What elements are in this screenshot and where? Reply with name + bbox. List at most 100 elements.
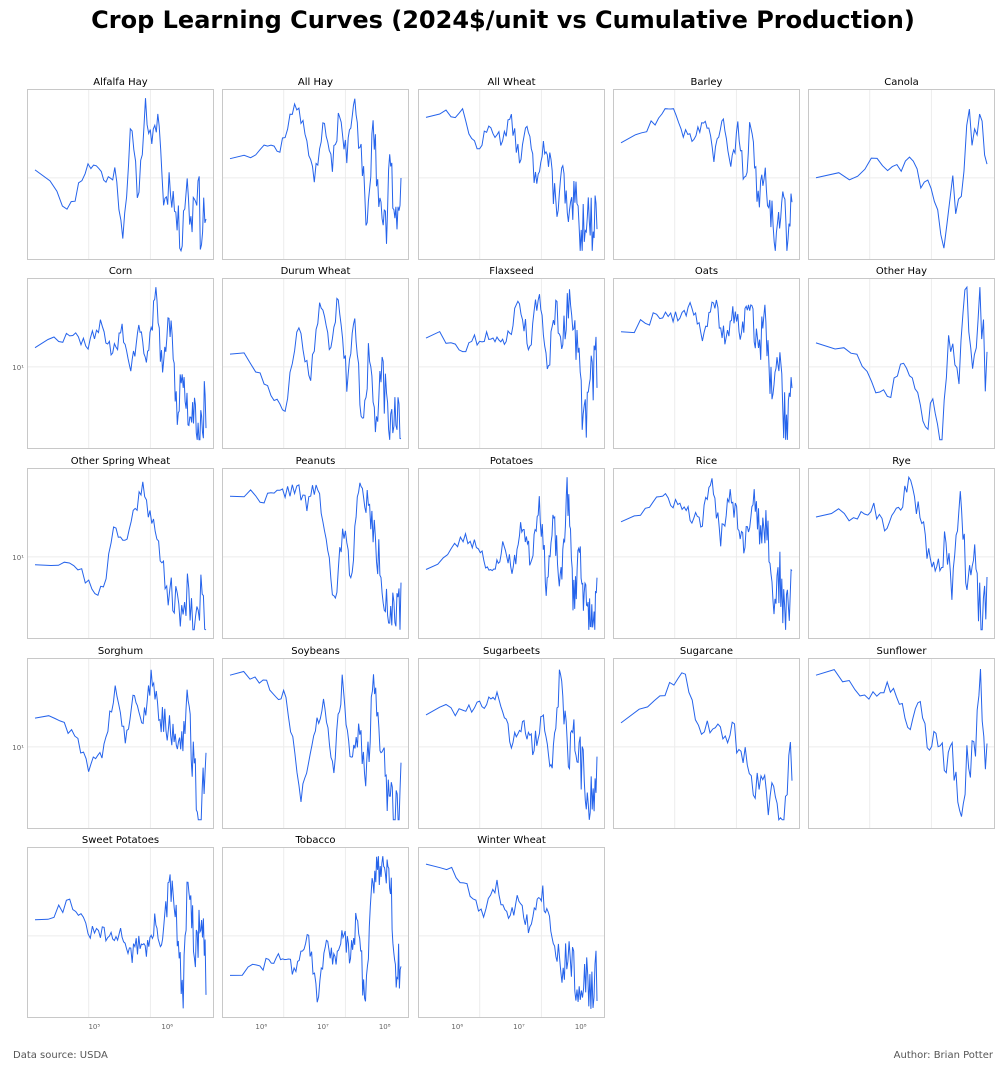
series-line-all-wheat: [425, 107, 598, 251]
panel-frame: [27, 847, 214, 1018]
panel-sorghum: Sorghum 10¹: [12, 646, 214, 829]
panel-title: Other Hay: [876, 266, 927, 277]
panel-soybeans: Soybeans: [222, 646, 409, 829]
y-tick-label: 10¹: [12, 364, 24, 372]
series-line-durum-wheat: [229, 297, 402, 440]
panel-title: Sunflower: [877, 646, 928, 657]
panel-title: All Wheat: [487, 77, 535, 88]
series-line-other-hay: [815, 285, 988, 441]
series-line-canola: [815, 109, 988, 249]
panel-title: Sweet Potatoes: [82, 835, 159, 846]
panel-frame: [222, 847, 409, 1018]
panel-title: Other Spring Wheat: [71, 456, 171, 467]
panel-title: Soybeans: [291, 646, 340, 657]
panel-frame: [27, 658, 214, 829]
panel-all-hay: All Hay: [222, 77, 409, 260]
panel-frame: [808, 658, 995, 829]
x-tick-label: 10⁶: [255, 1023, 267, 1031]
panel-frame: [808, 89, 995, 260]
panel-other-hay: Other Hay: [808, 266, 995, 449]
panel-title: Sorghum: [98, 646, 143, 657]
panel-sugarcane: Sugarcane: [613, 646, 800, 829]
series-line-all-hay: [229, 98, 402, 244]
panel-frame: [27, 278, 214, 449]
x-tick-label: 10⁷: [513, 1023, 525, 1031]
panel-alfalfa-hay: Alfalfa Hay: [27, 77, 214, 260]
panel-barley: Barley: [613, 77, 800, 260]
panel-frame: [613, 658, 800, 829]
series-line-oats: [620, 299, 793, 440]
panel-flaxseed: Flaxseed: [418, 266, 605, 449]
panel-frame: [418, 89, 605, 260]
series-line-sugarbeets: [425, 669, 598, 820]
panel-title: Canola: [884, 77, 918, 88]
panel-title: Rice: [696, 456, 717, 467]
panel-frame: [222, 658, 409, 829]
series-line-tobacco: [229, 856, 402, 1003]
series-line-alfalfa-hay: [34, 98, 207, 253]
series-line-corn: [34, 287, 207, 441]
series-line-barley: [620, 108, 793, 251]
panel-title: Rye: [892, 456, 910, 467]
x-tick-label: 10⁸: [379, 1023, 391, 1031]
panel-frame: [222, 278, 409, 449]
panel-sunflower: Sunflower: [808, 646, 995, 829]
panel-frame: [222, 468, 409, 639]
series-line-sweet-potatoes: [34, 874, 207, 1009]
series-line-sugarcane: [620, 672, 793, 822]
panel-frame: [27, 89, 214, 260]
x-tick-label: 10⁵: [88, 1023, 100, 1031]
series-line-peanuts: [229, 482, 402, 630]
series-line-soybeans: [229, 670, 402, 821]
panel-title: Barley: [691, 77, 723, 88]
x-tick-label: 10⁸: [575, 1023, 587, 1031]
data-source-note: Data source: USDA: [13, 1050, 108, 1061]
series-line-rye: [815, 475, 988, 631]
series-line-potatoes: [425, 477, 598, 630]
panel-winter-wheat: Winter Wheat 10⁶ 10⁷ 10⁸: [418, 835, 605, 1031]
panel-frame: [613, 468, 800, 639]
series-line-winter-wheat: [425, 863, 598, 1009]
panel-frame: [418, 468, 605, 639]
panel-title: Durum Wheat: [281, 266, 351, 277]
panel-title: Peanuts: [296, 456, 336, 467]
panel-frame: [808, 278, 995, 449]
panel-other-spring-wheat: Other Spring Wheat 10¹: [12, 456, 214, 639]
series-line-other-spring-wheat: [34, 481, 207, 631]
panel-oats: Oats: [613, 266, 800, 449]
panel-frame: [27, 468, 214, 639]
panel-frame: [418, 658, 605, 829]
panel-potatoes: Potatoes: [418, 456, 605, 639]
author-credit: Author: Brian Potter: [893, 1050, 993, 1061]
panel-corn: Corn 10¹: [12, 266, 214, 449]
panel-durum-wheat: Durum Wheat: [222, 266, 409, 449]
panel-all-wheat: All Wheat: [418, 77, 605, 260]
panel-frame: [418, 847, 605, 1018]
panel-title: Alfalfa Hay: [93, 77, 148, 88]
panel-title: Sugarcane: [680, 646, 733, 657]
series-line-sunflower: [815, 668, 988, 817]
panel-rye: Rye: [808, 456, 995, 639]
series-line-rice: [620, 478, 793, 630]
panel-frame: [613, 278, 800, 449]
chart-title: Crop Learning Curves (2024$/unit vs Cumu…: [91, 6, 915, 34]
panel-sweet-potatoes: Sweet Potatoes 10⁵ 10⁶: [27, 835, 214, 1031]
panel-frame: [808, 468, 995, 639]
x-tick-label: 10⁷: [317, 1023, 329, 1031]
panel-sugarbeets: Sugarbeets: [418, 646, 605, 829]
panel-title: Sugarbeets: [483, 646, 540, 657]
panel-frame: [418, 278, 605, 449]
x-tick-label: 10⁶: [161, 1023, 173, 1031]
panel-title: Corn: [109, 266, 132, 277]
panel-peanuts: Peanuts: [222, 456, 409, 639]
panel-title: Flaxseed: [489, 266, 533, 277]
y-tick-label: 10¹: [12, 744, 24, 752]
panel-title: All Hay: [298, 77, 333, 88]
panel-title: Winter Wheat: [477, 835, 546, 846]
panel-canola: Canola: [808, 77, 995, 260]
panel-title: Tobacco: [294, 835, 335, 846]
panel-title: Potatoes: [490, 456, 533, 467]
panel-frame: [222, 89, 409, 260]
panel-tobacco: Tobacco 10⁶ 10⁷ 10⁸: [222, 835, 409, 1031]
